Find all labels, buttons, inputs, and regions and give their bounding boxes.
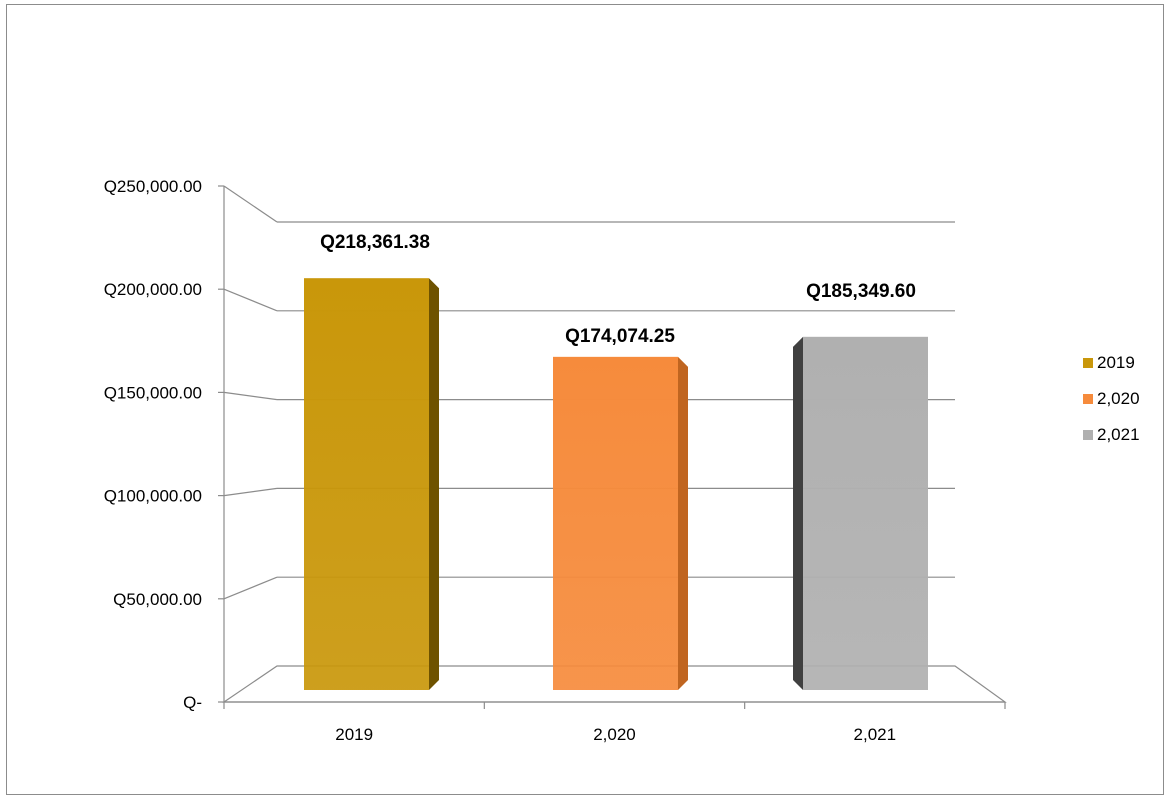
y-tick-label: Q- [183, 693, 202, 712]
data-label: Q218,361.38 [320, 232, 430, 253]
bar [304, 278, 429, 690]
bar-side [678, 356, 688, 690]
gridline-wall [223, 185, 278, 223]
bar-group [553, 356, 688, 690]
legend-label: 2019 [1097, 353, 1135, 372]
y-tick-label: Q50,000.00 [113, 590, 202, 609]
gridline-wall [223, 391, 278, 401]
y-tick-label: Q100,000.00 [104, 487, 202, 506]
data-label: Q185,349.60 [806, 281, 916, 302]
bar [803, 336, 928, 690]
y-tick-label: Q250,000.00 [104, 177, 202, 196]
x-tick-label: 2019 [335, 725, 373, 744]
gridline-wall [223, 288, 278, 312]
y-tick-label: Q150,000.00 [104, 383, 202, 402]
legend-swatch [1083, 394, 1093, 404]
x-axis-tick-labels: 2019 2,020 2,021 [223, 702, 1006, 744]
data-labels: Q218,361.38 Q174,074.25 Q185,349.60 [320, 232, 916, 347]
bar-side [793, 336, 803, 690]
gridline-wall [223, 487, 278, 497]
bar [553, 356, 678, 690]
legend-swatch [1083, 358, 1093, 368]
legend-label: 2,021 [1097, 425, 1140, 444]
legend: 2019 2,020 2,021 [1083, 353, 1140, 444]
x-tick-label: 2,021 [854, 725, 897, 744]
gridline-wall [223, 576, 278, 600]
y-axis-tick-labels: Q- Q50,000.00 Q100,000.00 Q150,000.00 Q200,0… [104, 177, 224, 712]
x-tick-label: 2,020 [593, 725, 636, 744]
bar-group [304, 278, 439, 690]
legend-swatch [1083, 430, 1093, 440]
bars [304, 278, 928, 690]
bar-side [429, 278, 439, 690]
bar-group [793, 336, 928, 690]
data-label: Q174,074.25 [565, 326, 675, 347]
y-tick-label: Q200,000.00 [104, 280, 202, 299]
legend-label: 2,020 [1097, 389, 1140, 408]
